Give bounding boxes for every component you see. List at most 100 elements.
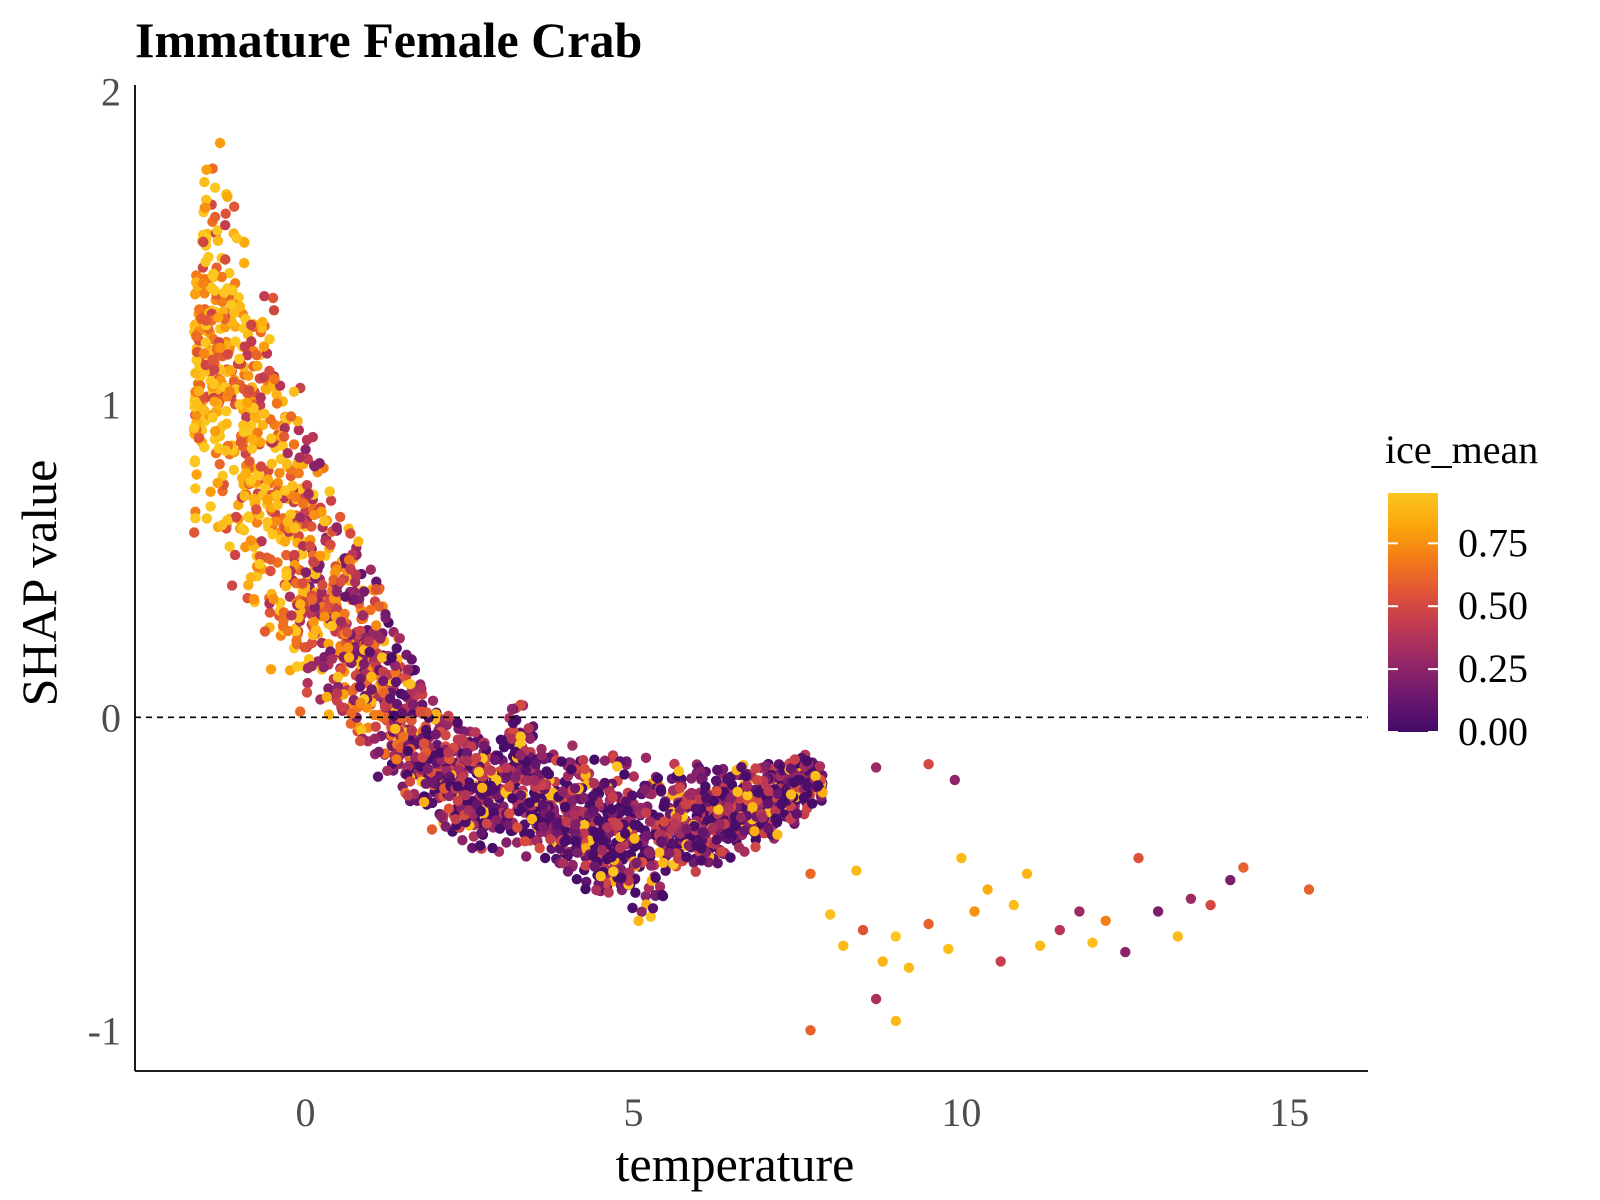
data-point [259,291,269,301]
y-axis-label: SHAP value [11,460,67,707]
data-point [572,848,582,858]
data-point [189,423,199,433]
data-point [243,511,253,521]
data-point [269,305,279,315]
y-tick-label: 2 [101,69,121,114]
data-point [302,678,312,688]
data-point [222,192,232,202]
data-point [217,520,227,530]
data-point [457,734,467,744]
y-tick-label: 0 [101,695,121,740]
data-point [521,851,531,861]
data-point [369,710,379,720]
legend: ice_mean 0.000.250.500.75 [1385,427,1538,754]
data-point [858,925,868,935]
legend-title: ice_mean [1385,427,1538,472]
data-point [281,581,291,591]
data-point [452,718,462,728]
data-point [268,594,278,604]
data-point [786,789,796,799]
data-point [256,461,266,471]
data-point [696,855,706,865]
data-point [190,483,200,493]
x-tick-label: 15 [1269,1090,1309,1135]
data-point [732,787,742,797]
data-point [259,341,269,351]
data-point [220,220,230,230]
data-point [366,565,376,575]
data-point [390,724,400,734]
data-point [371,722,381,732]
data-point [219,287,229,297]
data-point [301,567,311,577]
data-point [637,907,647,917]
data-point [319,516,329,526]
data-point [359,586,369,596]
data-point [641,753,651,763]
data-point [593,815,603,825]
data-point [431,729,441,739]
data-point [234,354,244,364]
data-point [805,1025,815,1035]
data-point [629,833,639,843]
legend-tick-label: 0.25 [1458,646,1528,691]
data-point [189,527,199,537]
data-point [651,873,661,883]
data-point [772,829,782,839]
data-point [589,861,599,871]
data-point [345,564,355,574]
data-point [199,177,209,187]
data-point [789,777,799,787]
data-point [495,824,505,834]
data-point [213,236,223,246]
data-point [457,835,467,845]
data-point [588,791,598,801]
data-point [580,860,590,870]
data-point [317,580,327,590]
data-point [482,819,492,829]
data-point [537,750,547,760]
data-point [210,183,220,193]
data-point [295,706,305,716]
points-layer [189,138,1314,1036]
data-point [712,765,722,775]
y-tick-label: 1 [101,382,121,427]
data-point [681,799,691,809]
data-point [246,320,256,330]
data-point [251,504,261,514]
data-point [750,763,760,773]
data-point [923,919,933,929]
data-point [813,780,823,790]
data-point [770,813,780,823]
data-point [641,831,651,841]
data-point [213,478,223,488]
data-point [891,931,901,941]
data-point [254,559,264,569]
data-point [629,771,639,781]
data-point [1035,941,1045,951]
data-point [230,550,240,560]
data-point [613,821,623,831]
data-point [589,778,599,788]
data-point [333,672,343,682]
data-point [416,683,426,693]
data-point [239,427,249,437]
data-point [417,752,427,762]
data-point [208,269,218,279]
data-point [198,278,208,288]
data-point [252,361,262,371]
data-point [535,843,545,853]
data-point [415,707,425,717]
data-point [265,554,275,564]
data-point [544,769,554,779]
legend-tick-label: 0.50 [1458,583,1528,628]
data-point [302,687,312,697]
data-point [199,442,209,452]
data-point [567,740,577,750]
data-point [280,485,290,495]
data-point [654,847,664,857]
data-point [344,555,354,565]
data-point [623,806,633,816]
data-point [210,426,220,436]
data-point [815,761,825,771]
